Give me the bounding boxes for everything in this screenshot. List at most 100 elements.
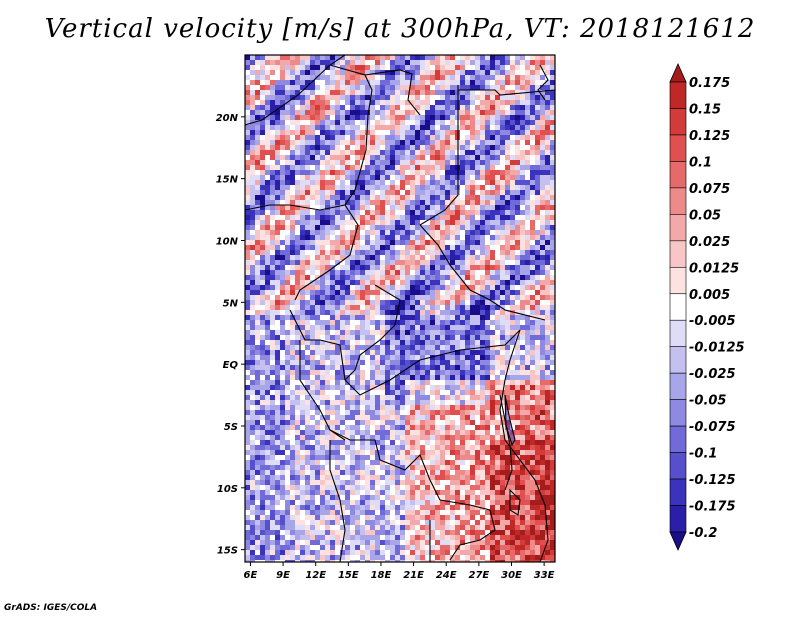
field-cell: [545, 240, 551, 246]
field-cell: [260, 135, 266, 141]
field-cell: [375, 65, 381, 71]
field-cell: [465, 300, 471, 306]
field-cell: [325, 365, 331, 371]
field-cell: [465, 250, 471, 256]
field-cell: [290, 220, 296, 226]
field-cell: [535, 335, 541, 341]
field-cell: [335, 370, 341, 376]
field-cell: [315, 60, 321, 66]
field-cell: [410, 230, 416, 236]
field-cell: [540, 285, 546, 291]
field-cell: [495, 215, 501, 221]
field-cell: [250, 275, 256, 281]
field-cell: [350, 330, 356, 336]
field-cell: [345, 60, 351, 66]
field-cell: [345, 225, 351, 231]
field-cell: [405, 110, 411, 116]
field-cell: [425, 180, 431, 186]
field-cell: [450, 185, 456, 191]
field-cell: [540, 185, 546, 191]
field-cell: [545, 115, 551, 121]
field-cell: [400, 370, 406, 376]
field-cell: [270, 240, 276, 246]
field-cell: [330, 100, 336, 106]
field-cell: [430, 340, 436, 346]
field-cell: [505, 275, 511, 281]
field-cell: [325, 250, 331, 256]
field-cell: [470, 210, 476, 216]
field-cell: [520, 195, 526, 201]
field-cell: [275, 185, 281, 191]
field-cell: [455, 255, 461, 261]
field-cell: [530, 300, 536, 306]
field-cell: [550, 240, 555, 246]
field-cell: [390, 230, 396, 236]
field-cell: [405, 115, 411, 121]
field-cell: [410, 150, 416, 156]
field-cell: [420, 65, 426, 71]
field-cell: [420, 395, 426, 401]
field-cell: [345, 290, 351, 296]
field-cell: [545, 110, 551, 116]
field-cell: [350, 255, 356, 261]
field-cell: [410, 380, 416, 386]
field-cell: [435, 160, 441, 166]
field-cell: [350, 320, 356, 326]
field-cell: [495, 450, 501, 456]
field-cell: [480, 255, 486, 261]
field-cell: [540, 240, 546, 246]
field-cell: [520, 355, 526, 361]
field-cell: [445, 125, 451, 131]
field-cell: [540, 205, 546, 211]
field-cell: [410, 375, 416, 381]
field-cell: [480, 155, 486, 161]
field-cell: [250, 245, 256, 251]
field-cell: [390, 435, 396, 441]
field-cell: [275, 225, 281, 231]
field-cell: [420, 100, 426, 106]
field-cell: [325, 420, 331, 426]
field-cell: [540, 370, 546, 376]
field-cell: [335, 340, 341, 346]
field-cell: [510, 90, 516, 96]
field-cell: [330, 400, 336, 406]
field-cell: [380, 180, 386, 186]
field-cell: [530, 295, 536, 301]
field-cell: [360, 260, 366, 266]
field-cell: [535, 410, 541, 416]
field-cell: [400, 290, 406, 296]
field-cell: [325, 150, 331, 156]
field-cell: [445, 360, 451, 366]
field-cell: [245, 275, 251, 281]
field-cell: [335, 305, 341, 311]
field-cell: [390, 130, 396, 136]
field-cell: [470, 315, 476, 321]
field-cell: [510, 285, 516, 291]
field-cell: [375, 360, 381, 366]
field-cell: [275, 275, 281, 281]
field-cell: [260, 305, 266, 311]
field-cell: [285, 445, 291, 451]
field-cell: [395, 340, 401, 346]
field-cell: [400, 165, 406, 171]
field-cell: [355, 275, 361, 281]
field-cell: [430, 410, 436, 416]
field-cell: [330, 405, 336, 411]
field-cell: [300, 160, 306, 166]
field-cell: [250, 65, 256, 71]
field-cell: [290, 235, 296, 241]
field-cell: [305, 135, 311, 141]
field-cell: [285, 235, 291, 241]
field-cell: [550, 300, 555, 306]
field-cell: [305, 430, 311, 436]
field-cell: [285, 65, 291, 71]
field-cell: [505, 75, 511, 81]
field-cell: [510, 225, 516, 231]
field-cell: [490, 420, 496, 426]
field-cell: [295, 75, 301, 81]
field-cell: [490, 430, 496, 436]
field-cell: [500, 275, 506, 281]
field-cell: [385, 270, 391, 276]
field-cell: [410, 360, 416, 366]
field-cell: [510, 375, 516, 381]
